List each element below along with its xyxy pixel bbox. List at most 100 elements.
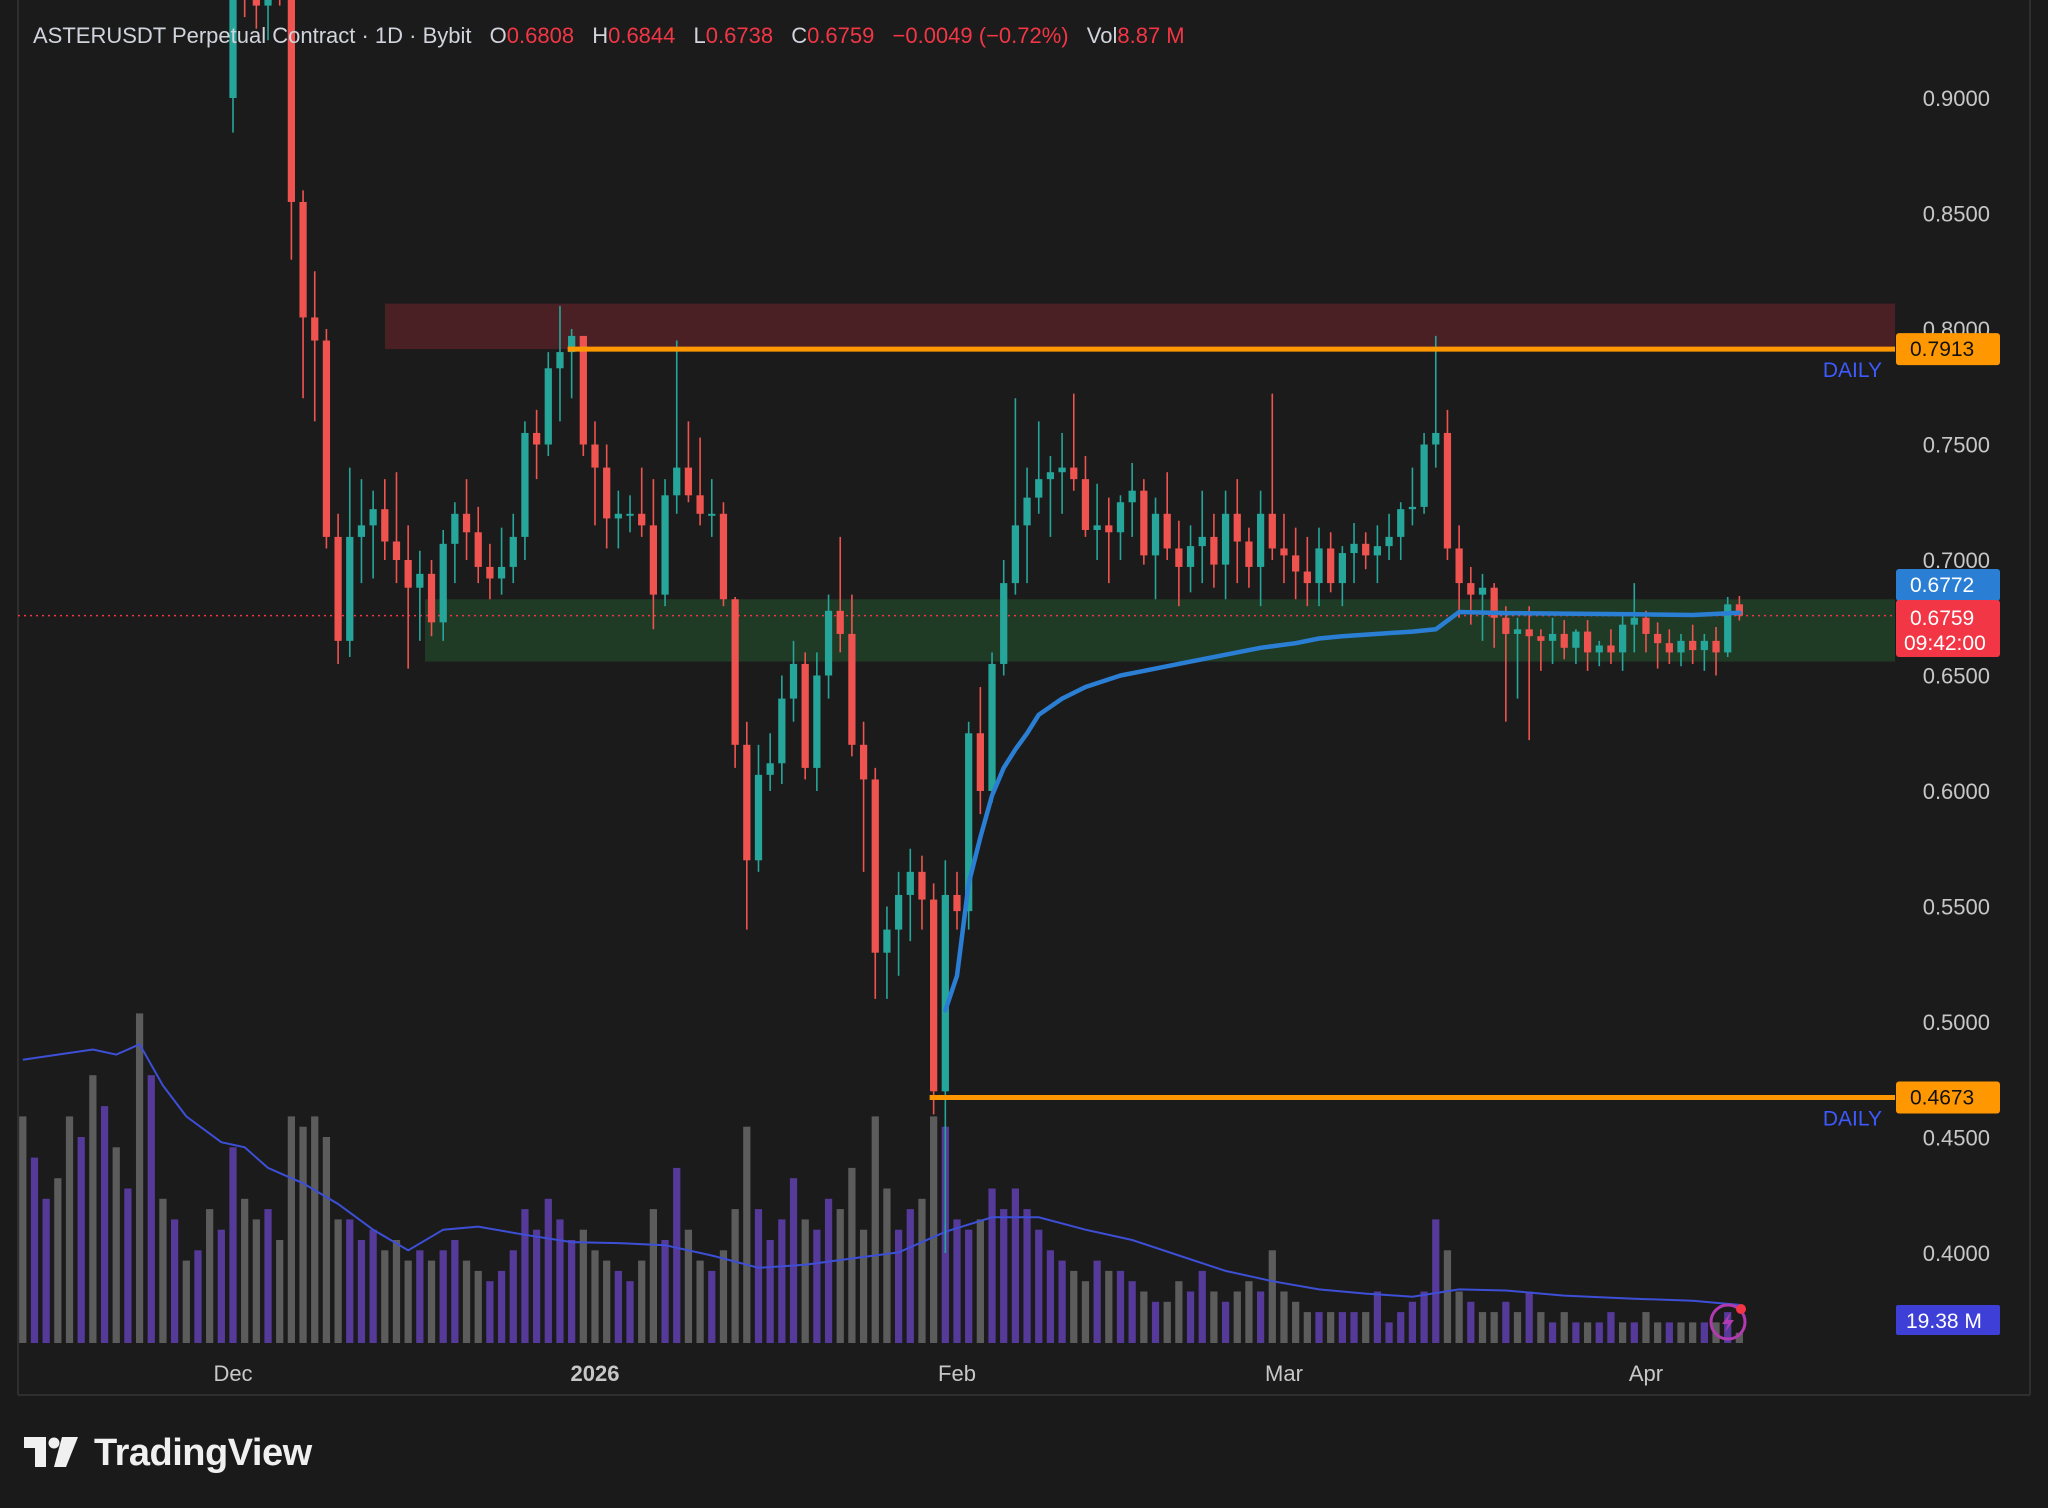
candle xyxy=(311,271,319,422)
time-tick-label: 2026 xyxy=(571,1361,620,1386)
candle xyxy=(1327,532,1335,593)
candle xyxy=(1689,624,1697,664)
candle xyxy=(451,502,459,584)
candle xyxy=(673,340,681,514)
volume-bar xyxy=(1525,1291,1533,1343)
candle xyxy=(1408,467,1417,526)
volume-bar xyxy=(766,1240,774,1343)
volume-bar xyxy=(1303,1312,1311,1343)
volume-bar xyxy=(381,1250,389,1343)
volume-bar xyxy=(1373,1291,1382,1343)
volume-bar xyxy=(1362,1312,1370,1343)
volume-bar xyxy=(404,1260,412,1343)
low-value: 0.6738 xyxy=(706,23,773,48)
volume-bar xyxy=(824,1198,833,1343)
volume-bar xyxy=(1689,1322,1697,1343)
volume-bar xyxy=(241,1198,249,1343)
vwap-price-text: 0.6772 xyxy=(1910,574,1974,597)
volume-bar xyxy=(906,1209,914,1343)
volume-bar xyxy=(1583,1322,1592,1343)
volume-bar xyxy=(264,1209,272,1343)
candle xyxy=(766,733,774,791)
volume-bar xyxy=(883,1188,891,1343)
candle xyxy=(1116,495,1125,560)
volume-bar xyxy=(1256,1291,1265,1343)
candle xyxy=(603,444,611,549)
volume-value: 8.87 M xyxy=(1117,23,1184,48)
volume-bar xyxy=(89,1075,97,1343)
candle xyxy=(1502,606,1510,722)
candle xyxy=(1490,583,1498,648)
time-tick-label: Apr xyxy=(1629,1361,1663,1386)
candle xyxy=(1151,497,1160,600)
volume-bar xyxy=(509,1250,517,1343)
time-axis[interactable]: Dec 2026 Feb Mar Apr xyxy=(213,1361,1663,1386)
volume-bar xyxy=(813,1229,821,1343)
tradingview-branding[interactable]: TradingView xyxy=(24,1428,312,1478)
candle xyxy=(1432,335,1440,468)
candle xyxy=(871,767,879,999)
candle xyxy=(509,513,517,584)
volume-bar xyxy=(521,1209,529,1343)
candle xyxy=(824,594,833,699)
lightning-icon[interactable] xyxy=(1709,1303,1747,1341)
volume-bar xyxy=(1186,1291,1195,1343)
candle xyxy=(836,536,844,653)
price-tick-label: 0.6000 xyxy=(1923,779,1990,804)
resistance-price-text: 0.7913 xyxy=(1910,338,1974,361)
volume-bar xyxy=(988,1188,996,1343)
candle xyxy=(1525,606,1533,741)
volume-bar xyxy=(170,1219,179,1343)
volume-bar xyxy=(965,1229,973,1343)
candle xyxy=(591,421,599,526)
volume-bar xyxy=(346,1219,354,1343)
volume-bar xyxy=(1607,1312,1615,1343)
time-tick-label: Feb xyxy=(938,1361,976,1386)
volume-bar xyxy=(1677,1322,1685,1343)
candle xyxy=(556,305,564,422)
price-tick-label: 0.5500 xyxy=(1923,895,1990,920)
volume-bar xyxy=(124,1188,132,1343)
volume-bar xyxy=(1151,1301,1160,1343)
volume-bar xyxy=(369,1229,377,1343)
volume-bar xyxy=(392,1240,401,1343)
volume-bar xyxy=(54,1178,62,1343)
volume-bar xyxy=(299,1126,307,1343)
candle xyxy=(988,652,996,803)
candle xyxy=(1350,523,1358,584)
volume-bar xyxy=(497,1270,506,1343)
price-tick-label: 0.4500 xyxy=(1923,1126,1990,1151)
volume-bar xyxy=(147,1075,155,1343)
volume-bar xyxy=(30,1157,39,1343)
volume-bar xyxy=(591,1250,599,1343)
resistance-daily-tag: DAILY xyxy=(1823,359,1882,382)
volume-bar xyxy=(696,1260,704,1343)
candle xyxy=(1537,629,1545,671)
high-label: H xyxy=(592,23,608,48)
volume-bar xyxy=(311,1116,319,1343)
volume-bar xyxy=(65,1116,74,1343)
candle xyxy=(1023,467,1031,584)
candle xyxy=(1513,617,1522,699)
candle xyxy=(427,560,436,637)
candle xyxy=(1105,497,1113,584)
volume-bar xyxy=(532,1229,541,1343)
volume-bar xyxy=(1467,1301,1475,1343)
candle xyxy=(264,0,272,41)
volume-bar xyxy=(859,1229,868,1343)
volume-bar xyxy=(661,1240,669,1343)
candle xyxy=(346,467,354,658)
candle xyxy=(743,721,751,930)
volume-bar xyxy=(439,1250,447,1343)
volume-bar xyxy=(1350,1312,1358,1343)
volume-bar xyxy=(556,1219,564,1343)
volume-bar xyxy=(1618,1322,1627,1343)
candle xyxy=(486,543,494,600)
volume-bar xyxy=(626,1281,634,1343)
chart-legend[interactable]: ASTERUSDT Perpetual Contract · 1D · Bybi… xyxy=(33,23,1185,48)
volume-bar xyxy=(848,1167,856,1343)
candle xyxy=(731,596,739,768)
candle xyxy=(1420,432,1428,514)
